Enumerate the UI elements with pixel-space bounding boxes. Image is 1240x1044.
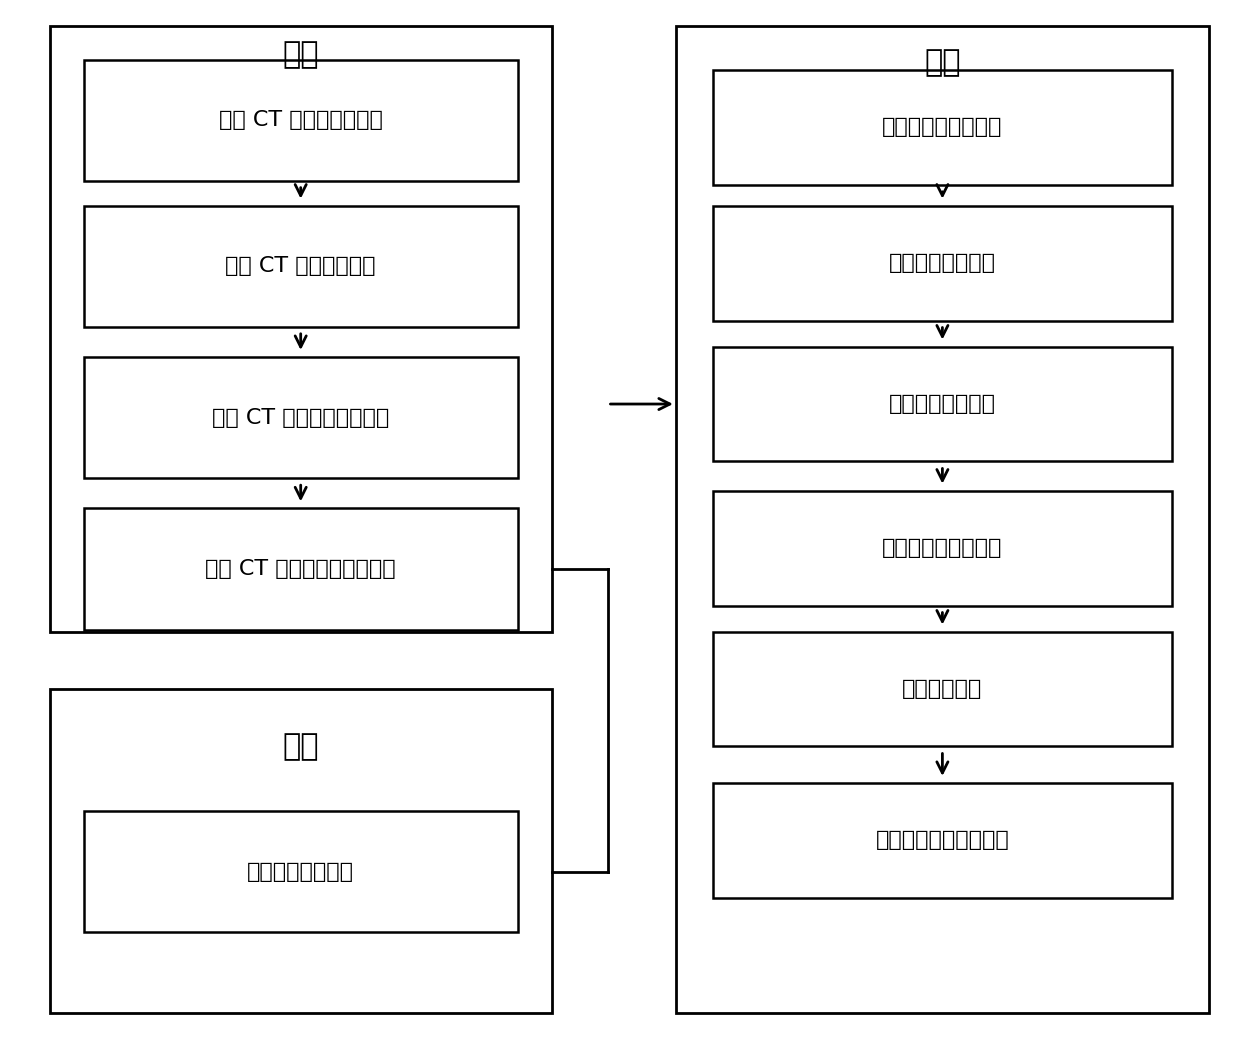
Text: 术中造影成像模块: 术中造影成像模块 [247,861,355,882]
Bar [713,347,1172,461]
Text: 术前 CT 图像三维重建模块: 术前 CT 图像三维重建模块 [212,407,389,428]
Bar [713,783,1172,898]
Bar [84,60,518,181]
Text: 术前 CT 图像分割模块: 术前 CT 图像分割模块 [226,256,376,277]
Text: 图像配准模块: 图像配准模块 [903,679,982,699]
Bar [713,70,1172,185]
Bar [84,206,518,327]
Text: 术中变异后处理模块: 术中变异后处理模块 [882,538,1003,559]
Bar [84,508,518,630]
Bar [84,357,518,478]
Bar [713,632,1172,746]
Bar [713,491,1172,606]
Text: 血管辨识结果展示模块: 血管辨识结果展示模块 [875,830,1009,851]
Bar [50,689,552,1013]
Bar [50,26,552,632]
Text: 术前 CT 图像二维平面化模块: 术前 CT 图像二维平面化模块 [206,559,396,579]
Text: 术前: 术前 [283,40,319,69]
Bar [713,206,1172,321]
Text: 术中个体变异模块: 术中个体变异模块 [889,394,996,414]
Text: 术前 CT 图像预处理模块: 术前 CT 图像预处理模块 [218,110,383,130]
Text: 术中配准初始化模块: 术中配准初始化模块 [882,117,1003,138]
Text: 术中量子更新模块: 术中量子更新模块 [889,253,996,274]
Bar [676,26,1209,1013]
Text: 术中: 术中 [924,48,961,77]
Bar [84,811,518,932]
Text: 术中: 术中 [283,732,319,761]
